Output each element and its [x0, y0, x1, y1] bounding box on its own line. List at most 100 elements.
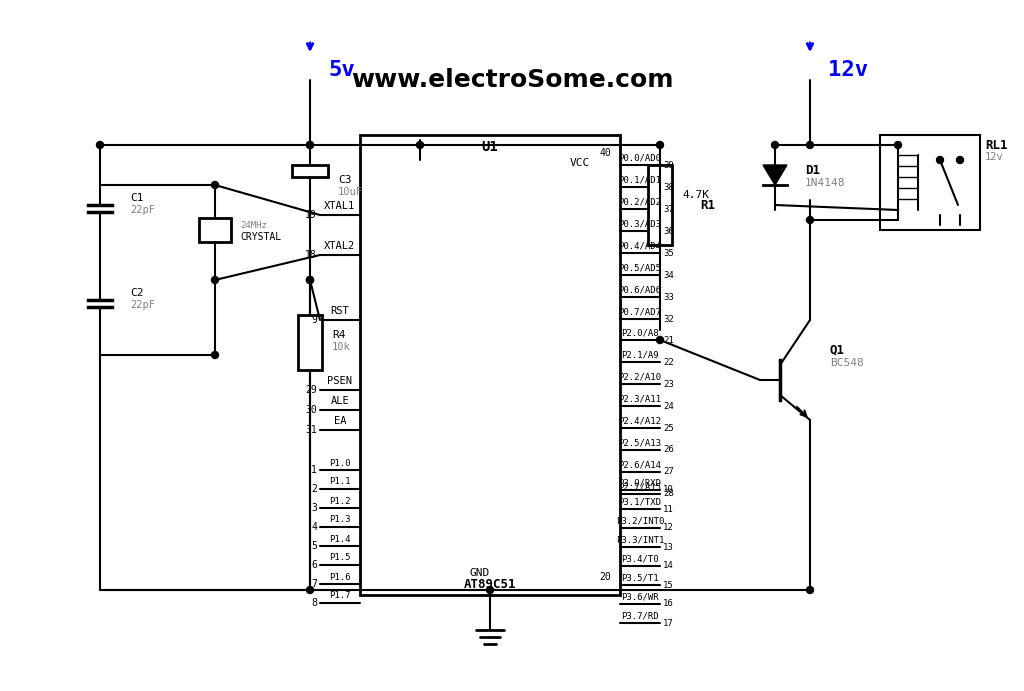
Text: GND: GND — [470, 568, 490, 578]
Circle shape — [486, 587, 494, 594]
Text: D1: D1 — [805, 164, 820, 176]
Circle shape — [807, 142, 813, 149]
Circle shape — [956, 156, 964, 164]
Circle shape — [306, 587, 313, 594]
Circle shape — [212, 182, 218, 189]
Text: P3.2/INT0: P3.2/INT0 — [615, 516, 665, 525]
Text: P0.6/AD6: P0.6/AD6 — [618, 285, 662, 294]
Bar — [298, 315, 322, 370]
Text: P2.1/A9: P2.1/A9 — [622, 350, 658, 359]
Text: 28: 28 — [663, 489, 674, 498]
Text: R1: R1 — [700, 198, 715, 211]
Text: P2.2/A10: P2.2/A10 — [618, 372, 662, 381]
Text: P3.3/INT1: P3.3/INT1 — [615, 536, 665, 545]
Text: 12: 12 — [663, 524, 674, 533]
Text: 12v: 12v — [985, 152, 1004, 162]
Text: 21: 21 — [663, 336, 674, 345]
Text: 9: 9 — [311, 315, 317, 325]
Text: P2.5/A13: P2.5/A13 — [618, 439, 662, 448]
Text: AT89C51: AT89C51 — [464, 578, 516, 591]
Circle shape — [656, 142, 664, 149]
Text: 25: 25 — [663, 424, 674, 433]
Text: U1: U1 — [481, 140, 499, 154]
Circle shape — [417, 142, 424, 149]
Text: 24: 24 — [663, 401, 674, 410]
Text: 7: 7 — [311, 579, 317, 589]
Text: P0.3/AD3: P0.3/AD3 — [618, 220, 662, 229]
Text: P2.4/A12: P2.4/A12 — [618, 417, 662, 426]
Text: C2: C2 — [130, 288, 143, 298]
Bar — [360, 135, 620, 595]
Text: P3.5/T1: P3.5/T1 — [622, 574, 658, 583]
Text: 23: 23 — [663, 379, 674, 388]
Text: 16: 16 — [663, 600, 674, 609]
Text: 13: 13 — [663, 542, 674, 551]
Text: P2.0/A8: P2.0/A8 — [622, 328, 658, 337]
Text: 29: 29 — [305, 385, 317, 395]
Text: P1.2: P1.2 — [330, 497, 351, 506]
Text: P0.1/AD1: P0.1/AD1 — [618, 176, 662, 184]
Text: 31: 31 — [305, 425, 317, 435]
Text: 1: 1 — [311, 465, 317, 475]
Text: 10k: 10k — [332, 342, 351, 352]
Text: P3.6/WR: P3.6/WR — [622, 592, 658, 601]
Circle shape — [306, 276, 313, 283]
Text: 15: 15 — [663, 580, 674, 589]
Text: P3.1/TXD: P3.1/TXD — [618, 498, 662, 507]
Text: P3.4/T0: P3.4/T0 — [622, 554, 658, 563]
Text: 1N4148: 1N4148 — [805, 178, 846, 188]
Bar — [880, 135, 980, 230]
Text: 39: 39 — [663, 160, 674, 169]
Text: 35: 35 — [663, 249, 674, 258]
Polygon shape — [763, 165, 787, 185]
Text: 20: 20 — [599, 572, 611, 582]
Circle shape — [306, 142, 313, 149]
Text: P1.7: P1.7 — [330, 591, 351, 600]
Text: 18: 18 — [305, 250, 317, 260]
Text: 22pF: 22pF — [130, 205, 155, 215]
Text: 5: 5 — [311, 541, 317, 551]
Text: 14: 14 — [663, 562, 674, 571]
Text: 17: 17 — [663, 618, 674, 627]
Text: P0.2/AD2: P0.2/AD2 — [618, 198, 662, 207]
Text: 19: 19 — [305, 210, 317, 220]
Text: 33: 33 — [663, 292, 674, 301]
Circle shape — [895, 142, 901, 149]
Bar — [648, 165, 672, 245]
Text: CRYSTAL: CRYSTAL — [240, 232, 282, 242]
Text: 6: 6 — [311, 560, 317, 570]
Text: P2.3/A11: P2.3/A11 — [618, 395, 662, 404]
Circle shape — [212, 276, 218, 283]
Text: R4: R4 — [332, 330, 345, 340]
Circle shape — [807, 216, 813, 223]
Text: EA: EA — [334, 416, 346, 426]
Text: 5v: 5v — [328, 60, 354, 80]
Text: P1.1: P1.1 — [330, 477, 351, 486]
Text: P0.0/AD0: P0.0/AD0 — [618, 153, 662, 162]
Text: 2: 2 — [311, 484, 317, 494]
Text: P3.0/RXD: P3.0/RXD — [618, 478, 662, 487]
Text: C3: C3 — [338, 175, 351, 185]
Text: C1: C1 — [130, 193, 143, 203]
Text: P0.5/AD5: P0.5/AD5 — [618, 263, 662, 272]
Text: 4: 4 — [311, 522, 317, 532]
Circle shape — [807, 587, 813, 594]
Circle shape — [656, 337, 664, 343]
Circle shape — [771, 142, 778, 149]
Text: P0.4/AD4: P0.4/AD4 — [618, 241, 662, 251]
Text: RL1: RL1 — [985, 138, 1008, 151]
Text: XTAL1: XTAL1 — [325, 201, 355, 211]
Text: 22pF: 22pF — [130, 300, 155, 310]
Text: 40: 40 — [599, 148, 611, 158]
Circle shape — [96, 142, 103, 149]
Text: 10uF: 10uF — [338, 187, 362, 197]
Text: 12v: 12v — [828, 60, 868, 80]
Circle shape — [937, 156, 943, 164]
Text: www.electroSome.com: www.electroSome.com — [351, 68, 673, 92]
Text: 36: 36 — [663, 227, 674, 236]
Circle shape — [306, 276, 313, 283]
Text: P1.6: P1.6 — [330, 573, 351, 582]
Text: 10: 10 — [663, 486, 674, 495]
Text: 4.7K: 4.7K — [682, 190, 709, 200]
Text: P2.7/A15: P2.7/A15 — [618, 482, 662, 491]
